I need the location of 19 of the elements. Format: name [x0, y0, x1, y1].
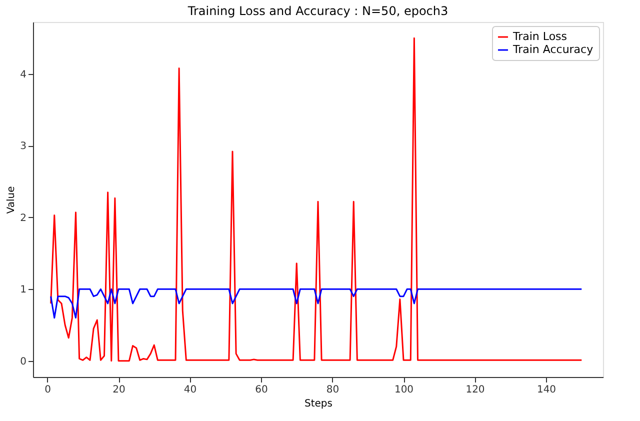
- x-tick-label: 40: [184, 384, 197, 396]
- y-tick-label: 0: [20, 356, 26, 368]
- chart-title: Training Loss and Accuracy : N=50, epoch3: [186, 4, 448, 18]
- x-axis-title: Steps: [304, 398, 332, 410]
- legend-label: Train Loss: [512, 30, 568, 43]
- x-tick-label: 20: [112, 384, 126, 396]
- y-tick-label: 4: [20, 69, 26, 80]
- y-tick-label: 1: [20, 284, 26, 296]
- x-tick-label: 60: [255, 384, 268, 396]
- y-tick-label: 2: [20, 212, 26, 224]
- legend-label: Train Accuracy: [512, 43, 594, 56]
- y-tick-label: 3: [20, 141, 26, 152]
- x-tick-label: 120: [466, 384, 485, 396]
- y-axis-title: Value: [6, 186, 18, 214]
- x-tick-label: 100: [394, 384, 414, 396]
- x-tick-label: 80: [326, 384, 340, 396]
- line-series: [50, 288, 582, 319]
- x-tick-label: 0: [44, 384, 51, 396]
- x-tick-label: 140: [536, 384, 556, 396]
